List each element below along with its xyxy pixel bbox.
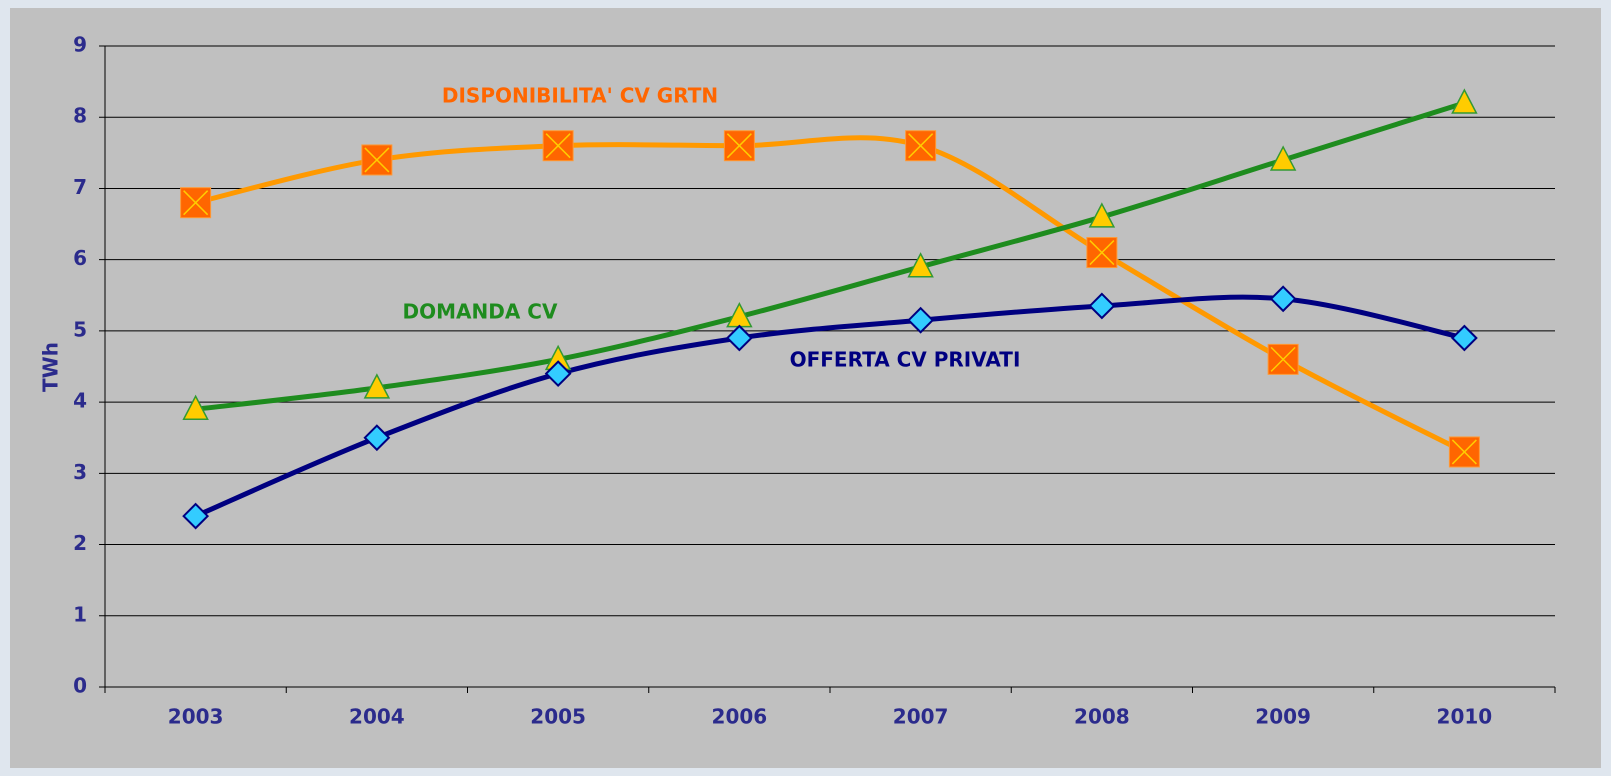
marker-cross (1451, 439, 1477, 465)
marker-cross (908, 133, 934, 159)
marker-cross (545, 133, 571, 159)
marker (1450, 324, 1478, 352)
y-tick-label: 1 (73, 602, 87, 626)
series-label: DISPONIBILITA' CV GRTN (442, 84, 718, 108)
y-tick-label: 8 (73, 104, 87, 128)
x-tick-label: 2010 (1437, 705, 1493, 729)
y-tick-label: 7 (73, 175, 87, 199)
marker (1269, 285, 1297, 313)
x-tick-label: 2009 (1255, 705, 1311, 729)
y-axis-label: TWh (39, 342, 63, 392)
y-tick-label: 2 (73, 531, 87, 555)
marker (1088, 202, 1116, 228)
marker (544, 360, 572, 388)
y-tick-label: 5 (73, 317, 87, 341)
series-line (195, 100, 1466, 412)
y-tick-label: 4 (73, 389, 87, 413)
x-tick-label: 2008 (1074, 705, 1130, 729)
y-tick-label: 6 (73, 246, 87, 270)
y-tick-label: 0 (73, 674, 87, 698)
x-tick-label: 2007 (893, 705, 949, 729)
x-tick-label: 2004 (349, 705, 405, 729)
marker-cross (364, 147, 390, 173)
series-label: OFFERTA CV PRIVATI (790, 348, 1021, 372)
marker-cross (1089, 240, 1115, 266)
series-label: DOMANDA CV (403, 300, 558, 324)
marker (182, 502, 210, 530)
marker (725, 324, 753, 352)
marker-cross (726, 133, 752, 159)
marker (907, 252, 934, 278)
marker (363, 424, 391, 452)
x-tick-label: 2006 (712, 705, 768, 729)
marker (1451, 88, 1478, 114)
series-line (194, 294, 1465, 519)
marker (1269, 145, 1297, 171)
marker (907, 306, 935, 334)
x-tick-label: 2005 (530, 705, 586, 729)
y-tick-label: 9 (73, 33, 87, 57)
marker-cross (183, 190, 209, 216)
marker (1088, 292, 1116, 320)
x-tick-label: 2003 (168, 705, 224, 729)
y-tick-label: 3 (73, 460, 87, 484)
marker-cross (1270, 346, 1296, 372)
chart-background (10, 8, 1601, 768)
marker (363, 373, 391, 399)
marker (182, 394, 209, 420)
